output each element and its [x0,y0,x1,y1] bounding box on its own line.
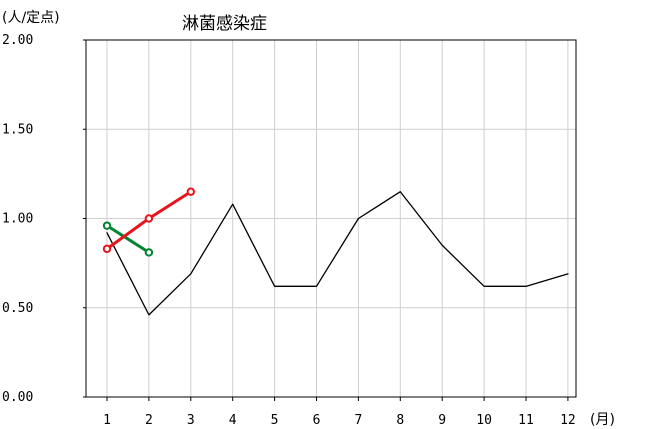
chart-title: 淋菌感染症 [182,14,267,34]
y-tick-label: 1.00 [2,212,33,227]
x-tick-label: 5 [271,413,279,428]
y-tick-label: 1.50 [2,122,33,137]
y-tick-label: 2.00 [2,33,33,48]
x-axis-unit-label: (月) [590,412,615,428]
x-tick-label: 11 [518,413,534,428]
x-tick-label: 6 [313,413,321,428]
x-tick-label: 2 [145,413,153,428]
data-point-marker [102,244,112,254]
data-point-marker [102,221,112,230]
x-tick-label: 12 [560,413,576,428]
x-tick-label: 4 [229,413,237,428]
y-tick-labels: 0.00 0.50 1.00 1.50 2.00 [2,33,33,405]
grid [83,39,576,401]
y-tick-label: 0.50 [2,301,33,316]
series-line [106,191,569,316]
x-tick-label: 7 [354,413,362,428]
x-tick-label: 1 [103,413,111,428]
x-tick-label: 3 [187,413,195,428]
x-tick-label: 8 [396,413,404,428]
series-line [105,224,151,254]
x-tick-label: 10 [476,413,492,428]
series-lines [102,187,569,316]
x-tick-label: 9 [438,413,446,428]
plot-frame [85,39,577,398]
data-point-marker [144,214,154,223]
x-tick-labels: 1 2 3 4 5 6 7 8 9 10 11 12 [103,413,576,428]
y-tick-label: 0.00 [2,390,33,405]
data-point-marker [144,248,154,257]
y-axis-unit-label: (人/定点) [2,10,60,26]
data-point-marker [186,187,196,196]
